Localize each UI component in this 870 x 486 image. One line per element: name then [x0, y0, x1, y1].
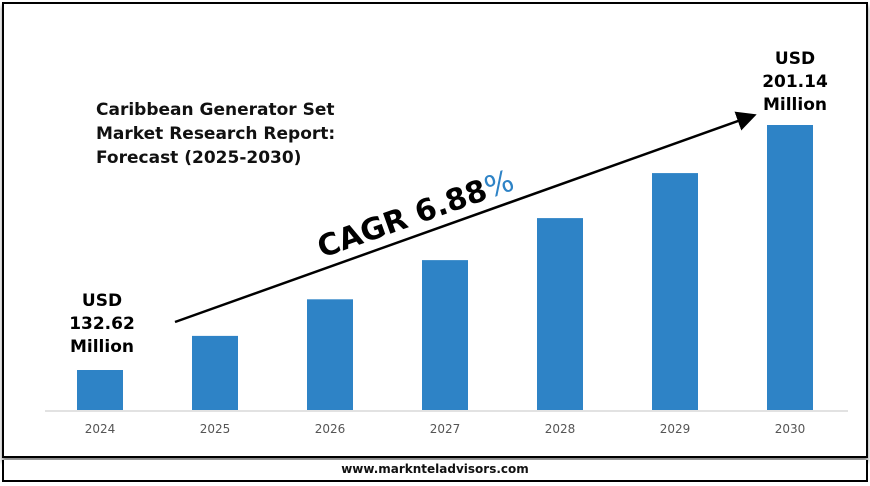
- bar-2028: [537, 218, 583, 410]
- start-value-label: USD 132.62 Million: [62, 290, 142, 359]
- end-label-scale: Million: [762, 95, 827, 115]
- tick-label-2030: 2030: [775, 422, 806, 436]
- start-label-value: 132.62: [69, 314, 135, 334]
- title-line-3: Forecast (2025-2030): [96, 148, 302, 168]
- tick-label-2024: 2024: [85, 422, 116, 436]
- bar-2030: [767, 125, 813, 410]
- tick-label-2026: 2026: [315, 422, 346, 436]
- footer-website: www.marknteladvisors.com: [2, 460, 868, 482]
- title-line-1: Caribbean Generator Set: [96, 100, 335, 120]
- end-label-value: 201.14: [762, 72, 828, 92]
- chart-title: Caribbean Generator Set Market Research …: [96, 98, 335, 170]
- bar-2024: [77, 370, 123, 410]
- tick-label-2025: 2025: [200, 422, 231, 436]
- title-line-2: Market Research Report:: [96, 124, 336, 144]
- bar-2029: [652, 173, 698, 410]
- start-label-scale: Million: [69, 337, 134, 357]
- tick-label-2028: 2028: [545, 422, 576, 436]
- bar-2026: [307, 299, 353, 410]
- end-label-unit: USD: [774, 49, 816, 69]
- bar-2025: [192, 335, 238, 410]
- start-label-unit: USD: [81, 291, 123, 311]
- tick-label-2027: 2027: [430, 422, 461, 436]
- cagr-label: CAGR 6.88%: [313, 163, 519, 265]
- growth-arrow: [174, 111, 757, 324]
- bar-2027: [422, 260, 468, 410]
- end-value-label: USD 201.14 Million: [755, 48, 835, 117]
- tick-label-2029: 2029: [660, 422, 691, 436]
